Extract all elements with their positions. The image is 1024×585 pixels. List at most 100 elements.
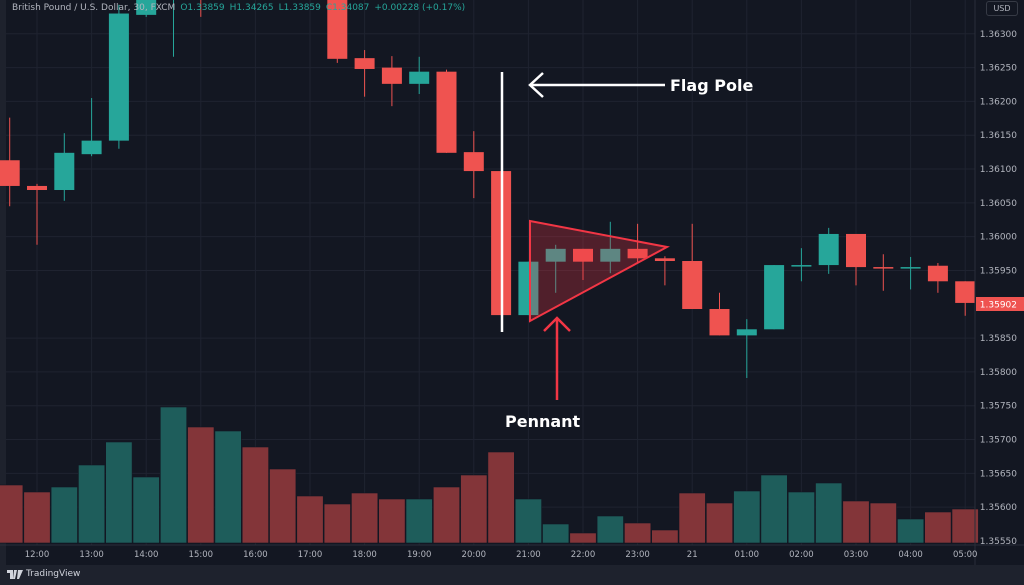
price-tick-label: 1.36300	[980, 30, 1017, 40]
candle-body	[709, 309, 730, 336]
price-tick-label: 1.35750	[980, 402, 1017, 412]
volume-bar	[678, 492, 706, 544]
volume-bar	[187, 426, 215, 544]
close-value: C1.34087	[325, 3, 370, 13]
volume-bar	[351, 492, 379, 544]
volume-bar	[514, 498, 542, 544]
flag-pole-label: Flag Pole	[670, 76, 753, 95]
price-tick-label: 1.36000	[980, 233, 1017, 243]
price-tick-label: 1.35950	[980, 266, 1017, 276]
flag-pole-annotation: Flag Pole	[500, 72, 753, 332]
left-border	[0, 0, 6, 565]
pennant-triangle	[529, 219, 670, 323]
candle-body	[354, 58, 375, 69]
volume-bars	[0, 406, 979, 544]
volume-bar	[160, 406, 188, 544]
time-tick-label: 21	[687, 550, 698, 560]
change-value: +0.00228 (+0.17%)	[374, 3, 466, 13]
volume-bar	[269, 468, 297, 544]
candle-body	[545, 248, 566, 262]
time-tick-label: 21:00	[516, 550, 541, 560]
open-value: O1.33859	[180, 3, 225, 13]
time-tick-label: 23:00	[625, 550, 650, 560]
candle-body	[81, 140, 102, 155]
low-value: L1.33859	[278, 3, 321, 13]
price-tick-label: 1.36150	[980, 131, 1017, 141]
candlestick-chart[interactable]: 1.36300 1.36250 1.36200 1.36150 1.36100 1.360…	[0, 0, 1024, 565]
volume-bar	[405, 498, 433, 544]
candle-body	[54, 152, 75, 191]
price-tick-label: 1.36050	[980, 199, 1017, 209]
candle-body	[627, 248, 648, 259]
price-tick-label: 1.35850	[980, 334, 1017, 344]
price-axis[interactable]: 1.36300 1.36250 1.36200 1.36150 1.36100 1.360…	[980, 30, 1017, 547]
time-tick-label: 20:00	[462, 550, 487, 560]
price-tick-label: 1.35800	[980, 368, 1017, 378]
volume-bar	[296, 495, 324, 544]
time-tick-label: 02:00	[789, 550, 814, 560]
price-tick-label: 1.35700	[980, 436, 1017, 446]
candle-body	[409, 71, 430, 84]
last-price-label: 1.35902	[980, 301, 1017, 311]
candle-body	[927, 265, 948, 282]
volume-bar	[460, 474, 488, 544]
last-price-badge	[976, 297, 1024, 311]
volume-bar	[869, 502, 897, 544]
candle-body	[600, 248, 621, 262]
volume-bar	[815, 482, 843, 544]
price-tick-label: 1.36200	[980, 97, 1017, 107]
volume-bar	[624, 522, 652, 544]
tradingview-brand: TradingView	[26, 569, 81, 579]
time-tick-label: 01:00	[735, 550, 760, 560]
volume-bar	[23, 491, 51, 544]
time-tick-label: 13:00	[79, 550, 104, 560]
flag-pole-arrow-head-icon	[528, 72, 544, 98]
volume-bar	[733, 490, 761, 544]
pennant-arrow-head-icon	[543, 316, 571, 332]
volume-bar	[323, 503, 351, 544]
volume-bar	[542, 523, 570, 544]
time-tick-label: 12:00	[25, 550, 50, 560]
time-tick-label: 18:00	[352, 550, 377, 560]
price-tick-label: 1.35600	[980, 503, 1017, 513]
volume-bar	[951, 508, 979, 544]
candle-body	[518, 261, 539, 316]
volume-bar	[0, 484, 24, 544]
candle-body	[327, 0, 348, 59]
candle-body	[900, 267, 921, 269]
high-value: H1.34265	[229, 3, 274, 13]
candle-body	[108, 13, 129, 141]
candle-body	[873, 267, 894, 269]
time-tick-label: 15:00	[189, 550, 214, 560]
volume-bar	[569, 532, 597, 544]
candle-body	[818, 233, 839, 266]
currency-button[interactable]: USD	[986, 1, 1018, 16]
time-tick-label: 05:00	[953, 550, 978, 560]
volume-bar	[487, 451, 515, 544]
volume-bar	[787, 491, 815, 544]
symbol-legend[interactable]: British Pound / U.S. Dollar, 30, FXCM O1.…	[12, 3, 465, 13]
volume-bar	[596, 515, 624, 544]
pennant-annotation: Pennant	[505, 219, 670, 431]
volume-bar	[842, 500, 870, 544]
time-axis[interactable]: 12:00 13:00 14:00 15:00 16:00 17:00 18:00 19:00…	[25, 550, 978, 560]
volume-bar	[432, 486, 460, 544]
candle-body	[27, 185, 47, 191]
candle-body	[791, 265, 812, 267]
candle-body	[736, 329, 757, 336]
volume-bar	[214, 430, 242, 544]
tradingview-logo[interactable]: TradingView	[7, 569, 80, 579]
time-tick-label: 22:00	[571, 550, 596, 560]
candle-body	[682, 261, 703, 310]
volume-bar	[378, 498, 406, 544]
time-tick-label: 17:00	[298, 550, 323, 560]
volume-bar	[705, 502, 733, 544]
volume-bar	[105, 441, 133, 544]
tradingview-logo-icon	[7, 569, 23, 579]
volume-bar	[241, 446, 269, 544]
volume-bar	[50, 486, 78, 544]
volume-bar	[78, 464, 106, 544]
footer-bar: TradingView	[0, 565, 1024, 585]
symbol-title: British Pound / U.S. Dollar, 30, FXCM	[12, 3, 176, 13]
candle-body	[136, 0, 157, 15]
